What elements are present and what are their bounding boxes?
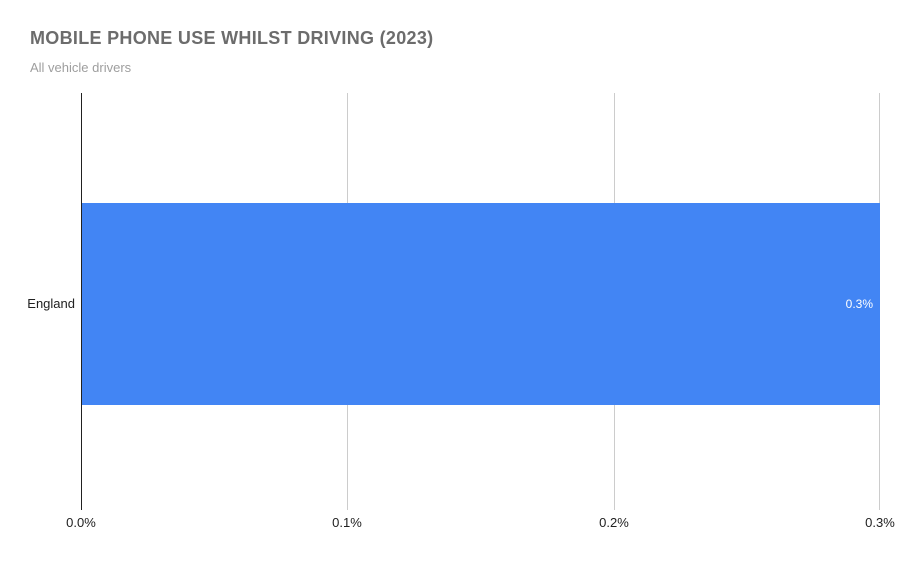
x-tick-label: 0.2% <box>599 515 629 530</box>
chart-title: MOBILE PHONE USE WHILST DRIVING (2023) <box>30 28 434 48</box>
chart-subtitle: All vehicle drivers <box>30 60 132 75</box>
x-tick-label: 0.1% <box>332 515 362 530</box>
bar-value-label: 0.3% <box>845 297 873 311</box>
x-tick-label: 0.3% <box>865 515 895 530</box>
plot-area: 0.0% 0.1% 0.2% 0.3% 0.3% <box>66 93 895 530</box>
bar-england: 0.3% <box>82 203 880 405</box>
category-label-england: England <box>27 296 75 311</box>
y-axis-line <box>81 93 82 510</box>
x-tick-label: 0.0% <box>66 515 96 530</box>
